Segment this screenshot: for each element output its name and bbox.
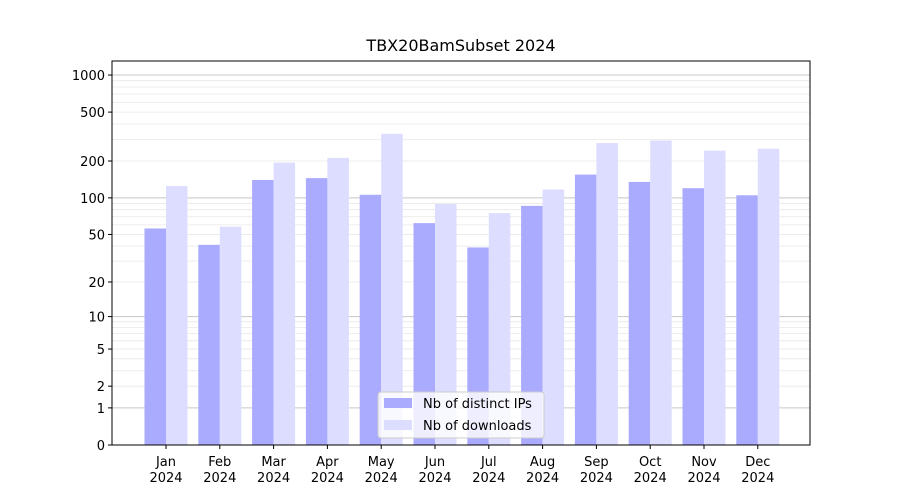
bar-ips (736, 195, 758, 445)
y-tick-label: 200 (80, 155, 105, 170)
x-tick-label-year: 2024 (257, 471, 290, 486)
bar-ips (628, 181, 651, 445)
y-tick-label: 100 (80, 192, 105, 207)
bar-ips (252, 179, 274, 445)
bar-downloads (166, 186, 188, 446)
y-tick-label: 1 (97, 402, 105, 417)
x-tick-label-month: Feb (208, 455, 231, 470)
x-tick-label-month: Jun (424, 455, 445, 470)
x-tick-label-month: Aug (530, 455, 555, 470)
bar-ips (359, 194, 382, 445)
x-tick-label-year: 2024 (472, 471, 505, 486)
y-tick-label: 5 (97, 343, 105, 358)
y-axis: 0 1 2 5 10 20 50 100 200 500 1000 (72, 69, 112, 454)
x-tick-label-year: 2024 (418, 471, 451, 486)
y-tick-label: 0 (97, 439, 105, 454)
bar-downloads (219, 226, 242, 445)
bar-ips (521, 205, 543, 445)
bar-downloads (435, 204, 457, 445)
x-tick-label-month: Jul (480, 455, 497, 470)
x-tick-label-year: 2024 (149, 471, 182, 486)
legend-label-ips: Nb of distinct IPs (423, 397, 532, 412)
x-tick-label-year: 2024 (526, 471, 559, 486)
bar-ips (574, 174, 597, 445)
x-axis: Jan2024Feb2024Mar2024Apr2024May2024Jun20… (149, 445, 774, 486)
x-tick-label-month: Dec (745, 455, 770, 470)
legend: Nb of distinct IPs Nb of downloads (377, 391, 545, 439)
bar-downloads (650, 140, 672, 445)
bar-ips (682, 188, 704, 445)
x-tick-label-year: 2024 (203, 471, 236, 486)
bar-downloads (327, 157, 349, 445)
bar-ips (144, 228, 166, 445)
y-tick-label: 20 (88, 276, 105, 291)
x-tick-label-month: Apr (316, 455, 339, 470)
plot-frame (111, 60, 811, 446)
y-tick-label: 50 (88, 228, 105, 243)
x-tick-label-year: 2024 (634, 471, 667, 486)
bar-downloads (542, 189, 565, 445)
x-tick-label-year: 2024 (365, 471, 398, 486)
x-tick-label-year: 2024 (311, 471, 344, 486)
y-tick-label: 10 (88, 311, 105, 326)
legend-label-downloads: Nb of downloads (423, 419, 532, 434)
y-tick-label: 500 (80, 106, 105, 121)
legend-swatch-downloads (384, 420, 412, 430)
bar-downloads (596, 143, 618, 445)
bars (144, 133, 780, 446)
chart-title: TBX20BamSubset 2024 (365, 36, 555, 55)
legend-swatch-ips (384, 398, 412, 408)
bar-downloads (381, 133, 403, 445)
x-tick-label-month: Oct (639, 455, 661, 470)
x-tick-label-month: Nov (691, 455, 717, 470)
y-tick-label: 1000 (72, 69, 105, 84)
x-tick-label-month: Sep (584, 455, 609, 470)
bar-downloads (273, 162, 296, 446)
bar-ips (305, 178, 328, 446)
x-tick-label-month: Jan (155, 455, 176, 470)
bar-ips (413, 223, 435, 445)
legend-box (377, 391, 545, 439)
bar-downloads (757, 148, 780, 446)
x-tick-label-year: 2024 (580, 471, 613, 486)
x-tick-label-year: 2024 (687, 471, 720, 486)
bar-ips (198, 244, 220, 445)
y-tick-label: 2 (97, 380, 105, 395)
x-tick-label-month: Mar (261, 455, 286, 470)
x-tick-label-year: 2024 (741, 471, 774, 486)
bar-downloads (488, 213, 511, 445)
bar-downloads (704, 150, 726, 445)
x-tick-label-month: May (368, 455, 395, 470)
